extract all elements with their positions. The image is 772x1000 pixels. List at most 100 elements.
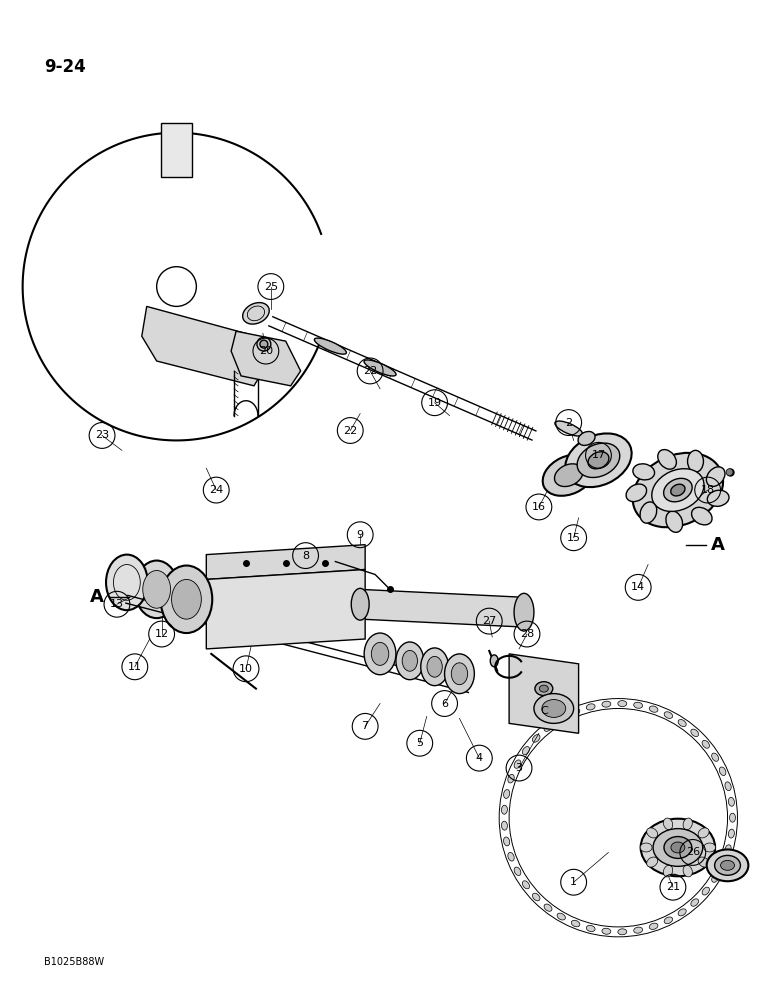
- Ellipse shape: [720, 767, 726, 776]
- Ellipse shape: [257, 337, 271, 351]
- Text: 14: 14: [631, 582, 645, 592]
- Ellipse shape: [135, 561, 178, 618]
- Ellipse shape: [508, 774, 514, 783]
- Ellipse shape: [707, 490, 729, 506]
- Ellipse shape: [664, 478, 692, 502]
- Ellipse shape: [664, 712, 672, 718]
- Ellipse shape: [663, 818, 672, 830]
- Ellipse shape: [586, 704, 595, 710]
- Ellipse shape: [664, 837, 692, 858]
- Text: 24: 24: [209, 485, 223, 495]
- Text: 23: 23: [95, 430, 109, 440]
- Text: 28: 28: [520, 629, 534, 639]
- Ellipse shape: [702, 887, 709, 895]
- Ellipse shape: [728, 829, 734, 838]
- Ellipse shape: [640, 502, 657, 523]
- Ellipse shape: [571, 920, 580, 927]
- Ellipse shape: [502, 821, 507, 830]
- Ellipse shape: [666, 511, 682, 532]
- Ellipse shape: [652, 469, 704, 511]
- Ellipse shape: [664, 917, 672, 924]
- Ellipse shape: [658, 450, 676, 469]
- Ellipse shape: [421, 648, 449, 686]
- Ellipse shape: [543, 455, 594, 496]
- Ellipse shape: [427, 656, 442, 677]
- Ellipse shape: [683, 818, 692, 830]
- Ellipse shape: [725, 845, 731, 854]
- Ellipse shape: [683, 865, 692, 877]
- Ellipse shape: [618, 929, 627, 935]
- Ellipse shape: [544, 904, 552, 911]
- Text: 27: 27: [482, 616, 496, 626]
- Text: C: C: [540, 706, 547, 716]
- Ellipse shape: [514, 867, 521, 875]
- Text: 2: 2: [565, 418, 572, 428]
- Ellipse shape: [634, 702, 642, 708]
- Ellipse shape: [647, 828, 658, 838]
- Ellipse shape: [523, 881, 530, 889]
- Ellipse shape: [502, 805, 507, 814]
- Ellipse shape: [641, 819, 715, 876]
- Ellipse shape: [640, 843, 652, 852]
- Ellipse shape: [618, 701, 627, 707]
- Ellipse shape: [678, 909, 686, 916]
- Text: 20: 20: [259, 346, 273, 356]
- Text: 17: 17: [591, 450, 605, 460]
- Ellipse shape: [106, 555, 147, 610]
- Text: 12: 12: [154, 629, 169, 639]
- Ellipse shape: [565, 433, 631, 487]
- Ellipse shape: [691, 729, 699, 737]
- Text: 11: 11: [128, 662, 142, 672]
- Text: 7: 7: [361, 721, 369, 731]
- Polygon shape: [206, 569, 365, 649]
- Ellipse shape: [554, 464, 583, 487]
- Ellipse shape: [720, 860, 734, 870]
- Text: 16: 16: [532, 502, 546, 512]
- Ellipse shape: [649, 923, 658, 929]
- Ellipse shape: [698, 857, 709, 867]
- Ellipse shape: [452, 663, 468, 685]
- Ellipse shape: [730, 813, 736, 822]
- Text: 18: 18: [701, 485, 715, 495]
- Ellipse shape: [314, 338, 347, 354]
- Ellipse shape: [671, 842, 685, 853]
- Ellipse shape: [557, 715, 565, 722]
- Ellipse shape: [688, 450, 703, 472]
- Ellipse shape: [533, 893, 540, 901]
- Ellipse shape: [508, 852, 514, 861]
- Ellipse shape: [726, 469, 733, 476]
- Ellipse shape: [728, 797, 734, 806]
- Ellipse shape: [143, 570, 171, 608]
- Ellipse shape: [663, 865, 672, 877]
- Ellipse shape: [503, 837, 510, 846]
- Ellipse shape: [671, 484, 685, 496]
- Ellipse shape: [514, 593, 534, 631]
- Text: 15: 15: [567, 533, 581, 543]
- Text: 4: 4: [476, 753, 483, 763]
- Polygon shape: [206, 545, 365, 579]
- Ellipse shape: [691, 899, 699, 906]
- Ellipse shape: [653, 829, 703, 866]
- Ellipse shape: [725, 782, 731, 791]
- Ellipse shape: [557, 913, 565, 920]
- Text: 9: 9: [357, 530, 364, 540]
- Text: 6: 6: [441, 699, 448, 709]
- Ellipse shape: [445, 654, 474, 694]
- Text: 3: 3: [516, 763, 523, 773]
- Ellipse shape: [571, 709, 580, 715]
- Text: 26: 26: [686, 847, 700, 857]
- Text: 13: 13: [110, 599, 124, 609]
- Text: 21: 21: [666, 882, 680, 892]
- Ellipse shape: [402, 650, 418, 671]
- Text: 22: 22: [343, 426, 357, 436]
- Ellipse shape: [540, 685, 548, 692]
- Ellipse shape: [542, 700, 566, 717]
- Ellipse shape: [692, 507, 712, 525]
- Ellipse shape: [712, 753, 719, 761]
- Ellipse shape: [649, 706, 658, 712]
- Ellipse shape: [171, 579, 201, 619]
- Ellipse shape: [555, 421, 583, 436]
- Ellipse shape: [698, 828, 709, 838]
- Text: 1: 1: [571, 877, 577, 887]
- Ellipse shape: [647, 857, 658, 867]
